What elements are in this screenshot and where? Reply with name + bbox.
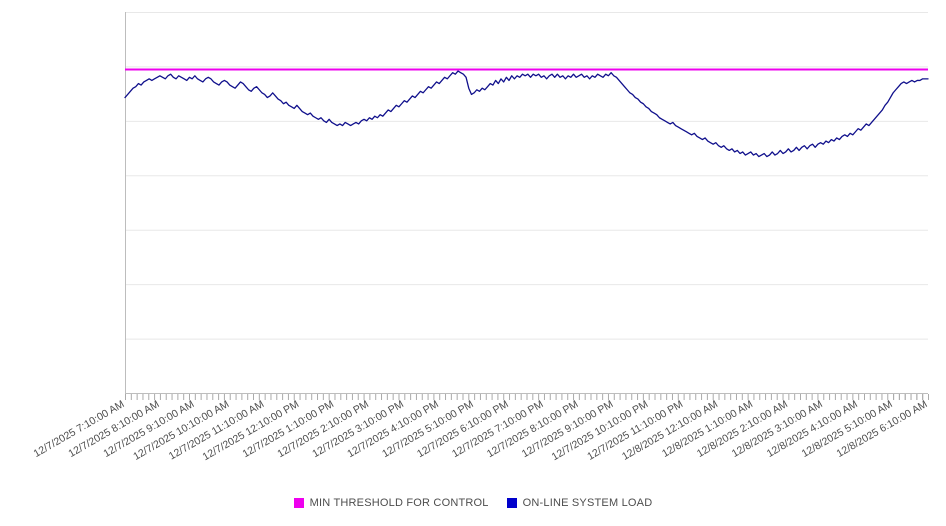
legend-swatch-magenta: [293, 498, 304, 508]
legend-label-on-line-system-load: ON-LINE SYSTEM LOAD: [522, 497, 653, 509]
legend-swatch-blue: [506, 498, 517, 508]
legend-label-min-threshold-for-control: MIN THRESHOLD FOR CONTROL: [309, 497, 489, 509]
legend-item-min-threshold-for-control[interactable]: MIN THRESHOLD FOR CONTROL: [293, 497, 489, 509]
series-line-on-line-system-load: [124, 70, 929, 158]
legend-item-on-line-system-load[interactable]: ON-LINE SYSTEM LOAD: [506, 497, 653, 509]
chart-legend: MIN THRESHOLD FOR CONTROL ON-LINE SYSTEM…: [0, 497, 946, 509]
x-axis-minor-ticks: [125, 394, 929, 400]
gridlines-group: [125, 12, 928, 394]
